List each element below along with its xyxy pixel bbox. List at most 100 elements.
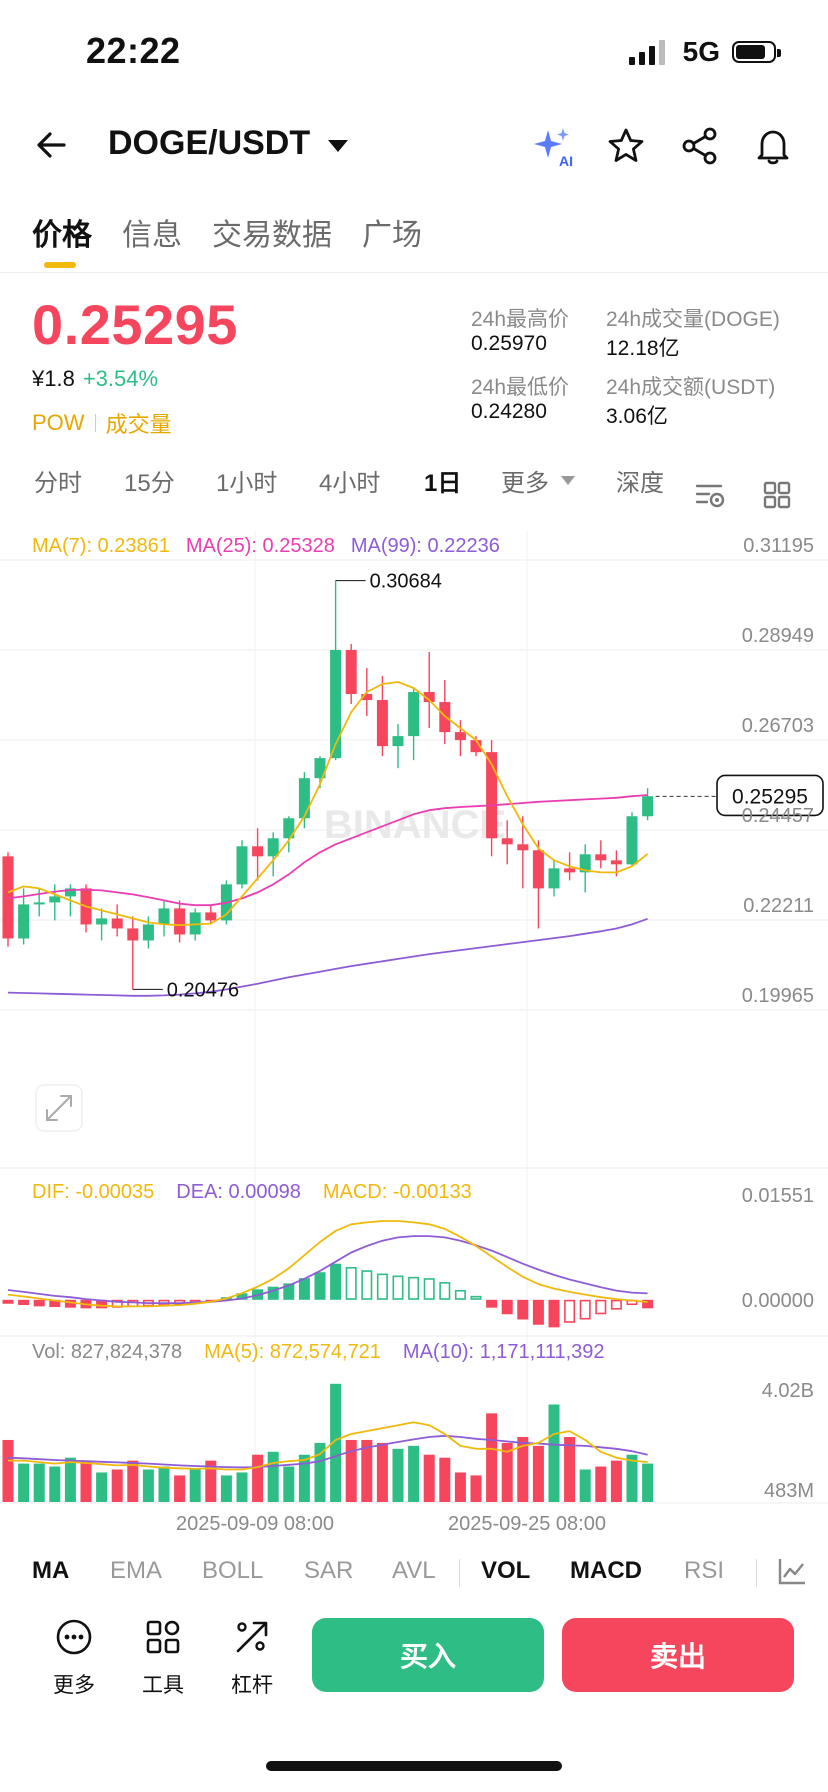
tag-row: POW 成交量: [32, 407, 172, 439]
candle-body: [579, 854, 591, 873]
chart-style-icon: [778, 1559, 805, 1585]
volume-tick-label: 483M: [764, 1480, 814, 1502]
share-button[interactable]: [680, 126, 720, 171]
tf-4h[interactable]: 4小时: [319, 469, 381, 497]
layout-grid-button[interactable]: [762, 480, 792, 517]
high-marker-label: 0.30684: [370, 571, 442, 593]
volume-bar: [626, 1454, 638, 1502]
macd-tick-label: 0.00000: [742, 1290, 814, 1312]
volume-bar: [158, 1466, 170, 1502]
macd-bar: [595, 1299, 607, 1315]
more-tool[interactable]: 更多: [34, 1617, 114, 1699]
candle-body: [267, 838, 279, 857]
volume-bar: [454, 1472, 466, 1502]
volume-bar: [2, 1439, 14, 1502]
ai-button[interactable]: AI: [530, 126, 576, 173]
macd-bar: [548, 1299, 560, 1328]
watermark: BINANCE: [324, 803, 506, 847]
tab-price[interactable]: 价格: [32, 210, 92, 268]
indicator-boll[interactable]: BOLL: [202, 1557, 264, 1584]
volume-bar: [486, 1413, 498, 1502]
indicator-settings-button[interactable]: [694, 480, 726, 517]
tabs-divider: [0, 272, 828, 273]
tag-volume[interactable]: 成交量: [105, 412, 172, 437]
low-marker-label: 0.20476: [167, 979, 239, 1001]
alert-button[interactable]: [753, 126, 793, 171]
volume-tick-label: 4.02B: [762, 1380, 814, 1402]
tools-tool-label: 工具: [142, 1674, 184, 1697]
volume-bar: [548, 1404, 560, 1502]
high-value: 0.25970: [471, 332, 547, 355]
macd-bar: [49, 1299, 61, 1308]
macd-panel: [2, 1220, 654, 1328]
indicator-ma[interactable]: MA: [32, 1557, 70, 1584]
tag-pow[interactable]: POW: [32, 410, 85, 435]
tf-time-sharing[interactable]: 分时: [34, 469, 82, 497]
candle-body: [64, 888, 76, 897]
price-tick-label: 0.22211: [743, 895, 814, 917]
tools-grid-icon: [146, 1620, 180, 1654]
price-tick-label: 0.26703: [742, 715, 814, 737]
ai-sparkle-icon: AI: [534, 128, 573, 169]
tf-15m[interactable]: 15分: [124, 469, 175, 497]
leverage-tool[interactable]: 杠杆: [212, 1617, 292, 1699]
home-indicator[interactable]: [266, 1761, 562, 1771]
indicator-chart-button[interactable]: [776, 1555, 808, 1594]
indicator-sar[interactable]: SAR: [304, 1557, 354, 1584]
volume-bar: [80, 1460, 92, 1502]
macd-bar: [501, 1299, 513, 1315]
volume-base-label: 24h成交量(DOGE): [606, 308, 780, 331]
vol-ma5-line: [8, 1421, 648, 1471]
indicator-ema[interactable]: EMA: [110, 1557, 163, 1584]
volume-bar: [298, 1454, 310, 1502]
macd-bar: [18, 1299, 30, 1306]
x-axis-label: 2025-09-09 08:00: [176, 1513, 334, 1530]
macd-bar: [314, 1272, 326, 1300]
ma7-line: [7, 681, 649, 927]
candle-body: [361, 694, 373, 701]
top-tabs: 价格 信息 交易数据 广场: [32, 210, 422, 268]
favorite-button[interactable]: [606, 126, 646, 171]
cny-value: ¥1.8: [32, 366, 75, 391]
volume-bar: [330, 1383, 342, 1502]
tf-depth[interactable]: 深度: [616, 469, 664, 497]
tf-1h[interactable]: 1小时: [216, 469, 278, 497]
pair-selector[interactable]: DOGE/USDT: [108, 124, 349, 163]
tf-1d[interactable]: 1日: [424, 469, 462, 497]
tf-more-caret-icon: [561, 475, 575, 485]
tab-info[interactable]: 信息: [122, 219, 182, 252]
ma25-line: [7, 794, 648, 907]
buy-button[interactable]: 买入: [312, 1618, 544, 1692]
vol-ma10-legend: MA(10): 1,171,111,392: [402, 1341, 605, 1363]
low-value: 0.24280: [471, 400, 547, 423]
low-label: 24h最低价: [471, 376, 570, 399]
macd-bar: [345, 1266, 357, 1300]
indicator-rsi[interactable]: RSI: [684, 1557, 725, 1584]
volume-bar: [252, 1454, 264, 1502]
vol-ma10-line: [7, 1434, 648, 1469]
candle-body: [174, 908, 186, 935]
candle-body: [283, 818, 295, 839]
candle-body: [392, 736, 404, 747]
signal-icon: [628, 39, 665, 65]
tools-tool[interactable]: 工具: [123, 1617, 203, 1699]
indicator-divider-2: [756, 1559, 757, 1587]
tab-square[interactable]: 广场: [362, 219, 422, 252]
back-button[interactable]: [34, 127, 70, 168]
volume-bar: [18, 1463, 30, 1502]
tf-more[interactable]: 更多: [501, 463, 575, 498]
back-arrow-icon: [37, 132, 66, 158]
macd-legend: DIF: -0.00035 DEA: 0.00098 MACD: -0.0013…: [32, 1181, 472, 1204]
x-axis-label: 2025-09-25 08:00: [448, 1513, 606, 1530]
indicator-avl[interactable]: AVL: [392, 1557, 436, 1584]
indicator-vol[interactable]: VOL: [481, 1557, 531, 1584]
sell-button[interactable]: 卖出: [562, 1618, 794, 1692]
kline-chart[interactable]: BINANCE 0.30684 0.20476 0.25295 0.31195 0.2…: [0, 530, 828, 1530]
macd-bar: [283, 1283, 295, 1300]
indicator-macd[interactable]: MACD: [570, 1557, 642, 1584]
candle-body: [205, 912, 217, 921]
leverage-tool-label: 杠杆: [231, 1674, 273, 1697]
tab-trading-data[interactable]: 交易数据: [212, 219, 332, 252]
dif-legend: DIF: -0.00035: [32, 1181, 155, 1203]
candle-body: [330, 649, 342, 759]
